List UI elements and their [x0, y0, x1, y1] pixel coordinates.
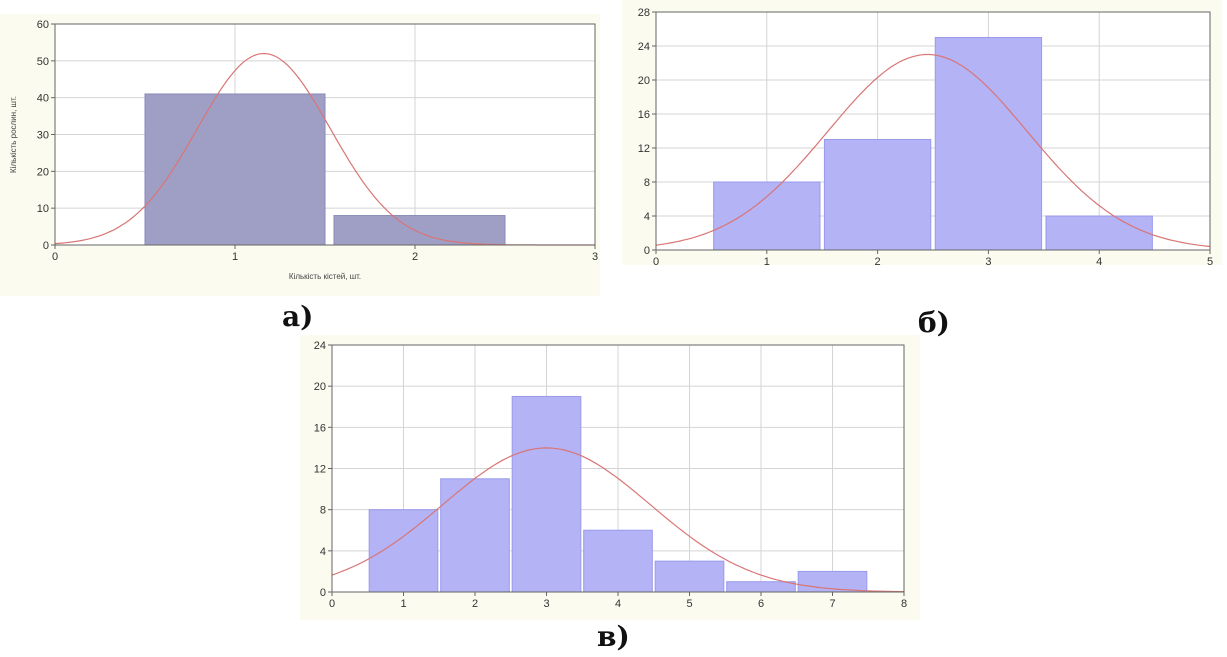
y-tick-label: 24 — [314, 340, 326, 352]
y-tick-label: 12 — [638, 143, 650, 155]
x-tick-label: 5 — [1207, 256, 1213, 265]
x-tick-label: 1 — [764, 256, 770, 265]
x-tick-label: 2 — [875, 256, 881, 265]
y-tick-label: 20 — [638, 75, 650, 87]
y-tick-label: 20 — [37, 166, 49, 178]
y-axis-title: Кількість рослин, шт. — [9, 96, 18, 173]
x-tick-label: 4 — [1096, 256, 1102, 265]
x-tick-label: 2 — [472, 598, 478, 610]
y-tick-label: 24 — [638, 41, 650, 53]
y-tick-label: 8 — [644, 177, 650, 189]
x-tick-label: 1 — [232, 251, 238, 263]
histogram-bar — [823, 139, 932, 251]
panel-label-b: б) — [918, 306, 950, 339]
y-tick-label: 20 — [314, 381, 326, 393]
histogram-a: 0 1 2 3 0 10 20 30 40 50 60 Кількість кістей, шт. Кі… — [0, 14, 600, 296]
x-tick-label: 3 — [985, 256, 991, 265]
histogram-bar — [440, 478, 510, 593]
y-tick-label: 50 — [37, 56, 49, 68]
y-tick-label: 0 — [320, 587, 326, 599]
y-tick-label: 0 — [644, 245, 650, 257]
x-tick-label: 6 — [758, 598, 764, 610]
histogram-bar — [368, 509, 439, 593]
panel-label-c: в) — [597, 620, 630, 653]
x-tick-label: 3 — [592, 251, 598, 263]
histogram-bar — [713, 181, 821, 251]
x-tick-label: 4 — [615, 598, 621, 610]
x-tick-label: 5 — [686, 598, 692, 610]
x-tick-label: 3 — [543, 598, 549, 610]
panel-label-a: а) — [282, 300, 314, 333]
x-tick-label: 8 — [901, 598, 907, 610]
x-tick-label: 7 — [829, 598, 835, 610]
x-tick-label: 0 — [52, 251, 58, 263]
histogram-bar — [511, 395, 582, 593]
x-axis-title: Кількість кістей, шт. — [289, 272, 361, 281]
histogram-bar — [654, 560, 725, 593]
histogram-bar — [726, 581, 796, 593]
y-tick-label: 60 — [37, 19, 49, 31]
x-tick-label: 2 — [412, 251, 418, 263]
histogram-c: 0 1 2 3 4 5 6 7 8 0 4 8 12 16 20 24 — [300, 335, 920, 620]
y-tick-label: 8 — [320, 505, 326, 517]
normal-curve — [331, 447, 904, 593]
plot-frame — [655, 11, 1211, 251]
x-tick-label: 0 — [329, 598, 335, 610]
y-tick-label: 28 — [638, 7, 650, 19]
histogram-bar — [144, 93, 326, 246]
histogram-bar — [583, 529, 653, 593]
y-tick-label: 12 — [314, 464, 326, 476]
y-tick-label: 10 — [37, 203, 49, 215]
y-tick-label: 16 — [314, 422, 326, 434]
y-tick-label: 30 — [37, 130, 49, 142]
x-tick-label: 1 — [400, 598, 406, 610]
histogram-bar — [934, 37, 1043, 251]
normal-curve — [655, 53, 1211, 248]
histogram-bar — [333, 215, 506, 246]
x-tick-label: 0 — [653, 256, 659, 265]
y-tick-label: 0 — [43, 240, 49, 252]
y-tick-label: 40 — [37, 93, 49, 105]
y-tick-label: 4 — [320, 546, 326, 558]
y-tick-label: 4 — [644, 211, 650, 223]
histogram-bar — [1045, 215, 1153, 251]
y-tick-label: 16 — [638, 109, 650, 121]
histogram-b: 0 1 2 3 4 5 0 4 8 12 16 20 24 28 — [622, 0, 1222, 265]
